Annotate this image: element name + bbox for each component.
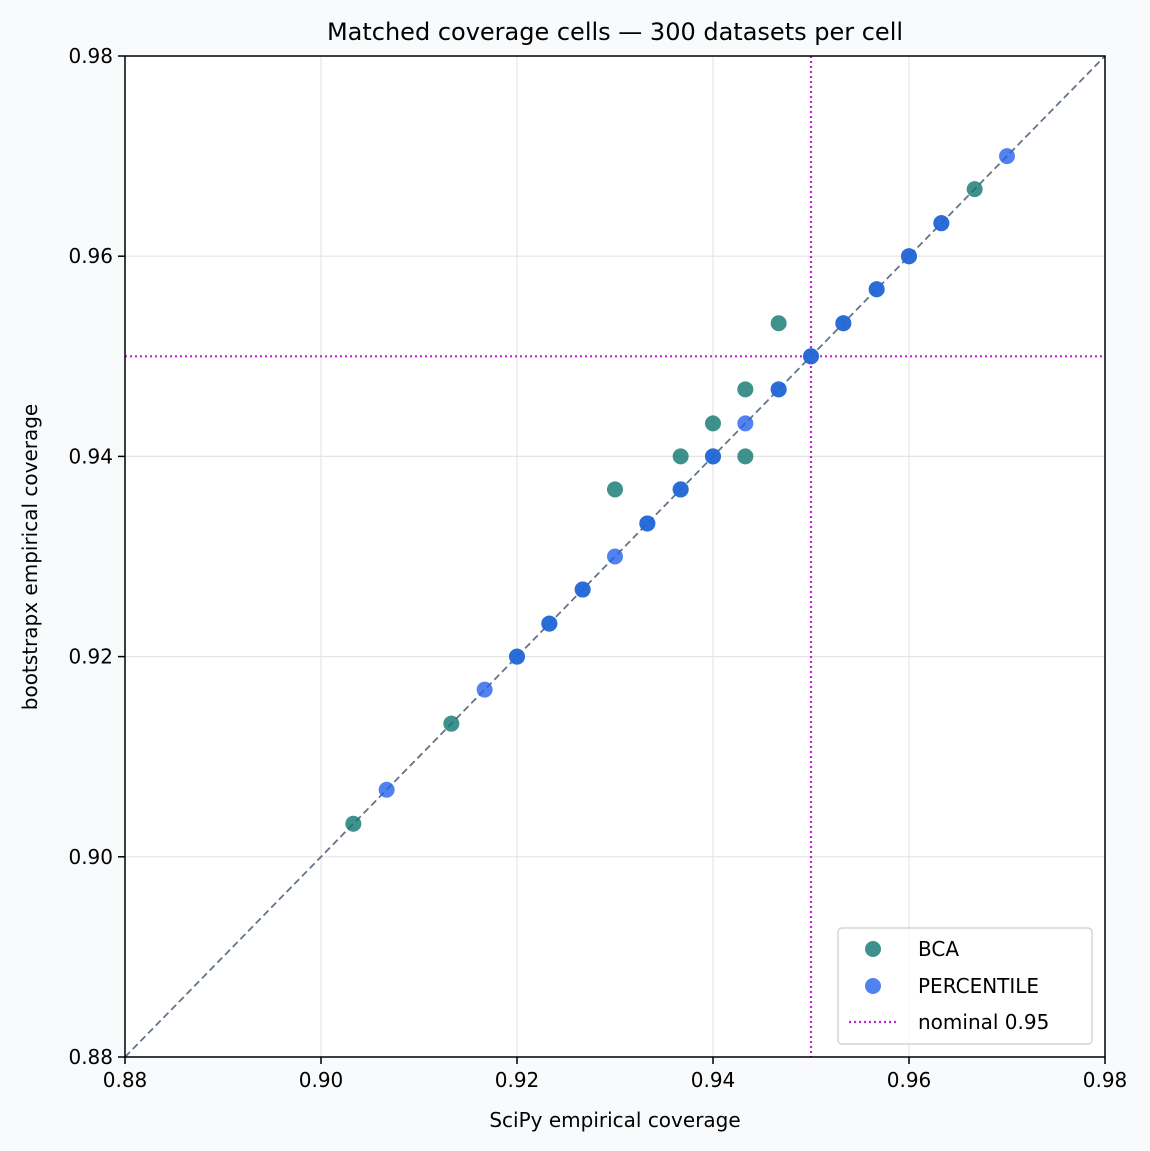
legend: BCA PERCENTILE nominal 0.95: [837, 927, 1093, 1045]
x-tick-label: 0.94: [691, 1068, 736, 1092]
y-axis-label: bootstrapx empirical coverage: [18, 404, 42, 710]
x-tick-label: 0.92: [495, 1068, 540, 1092]
legend-marker-percentile: [865, 978, 881, 994]
point-bca: [672, 448, 689, 465]
point-percentile: [476, 681, 493, 698]
x-tick-label: 0.96: [887, 1068, 932, 1092]
point-percentile: [770, 381, 787, 398]
point-bca: [737, 448, 754, 465]
legend-frame: [837, 927, 1093, 1045]
point-percentile: [933, 215, 950, 232]
y-tick-label: 0.88: [68, 1045, 113, 1069]
point-percentile: [835, 315, 852, 332]
point-bca: [607, 481, 623, 498]
x-tick-label: 0.98: [1083, 1068, 1128, 1092]
point-percentile: [705, 448, 721, 465]
plot-frame: [124, 55, 1106, 1058]
y-tick-label: 0.94: [68, 444, 113, 468]
point-percentile: [639, 515, 656, 532]
point-percentile: [541, 615, 558, 632]
axis-ticks: 0.88 0.90 0.92 0.94 0.96 0.98 0.88 0.90 0.92 0.94…: [68, 44, 1127, 1092]
point-percentile: [574, 581, 591, 598]
x-tick-label: 0.88: [103, 1068, 148, 1092]
y-tick-label: 0.98: [68, 44, 113, 68]
y-tick-label: 0.92: [68, 645, 113, 669]
point-bca: [737, 381, 754, 398]
point-bca: [966, 181, 983, 198]
legend-label-nominal: nominal 0.95: [918, 1010, 1049, 1034]
point-percentile: [672, 481, 689, 498]
point-bca: [443, 715, 460, 732]
y-tick-label: 0.96: [68, 244, 113, 268]
point-bca: [345, 815, 362, 832]
x-tick-label: 0.90: [299, 1068, 344, 1092]
point-percentile: [999, 148, 1015, 165]
y-tick-label: 0.90: [68, 845, 113, 869]
point-percentile: [868, 281, 885, 298]
point-percentile: [607, 548, 623, 565]
legend-label-percentile: PERCENTILE: [918, 974, 1039, 998]
point-percentile: [378, 781, 395, 798]
point-percentile: [509, 648, 525, 665]
point-percentile: [803, 348, 819, 365]
point-bca: [705, 415, 721, 432]
legend-marker-bca: [865, 941, 881, 957]
legend-label-bca: BCA: [918, 937, 959, 961]
chart-title: Matched coverage cells — 300 datasets pe…: [327, 18, 903, 46]
point-bca: [770, 315, 787, 332]
point-percentile: [901, 248, 917, 265]
point-percentile: [737, 415, 754, 432]
series-percentile: [378, 148, 1015, 798]
nominal-lines: [125, 56, 1105, 1057]
data-points: [345, 148, 1015, 832]
x-axis-label: SciPy empirical coverage: [489, 1108, 740, 1132]
